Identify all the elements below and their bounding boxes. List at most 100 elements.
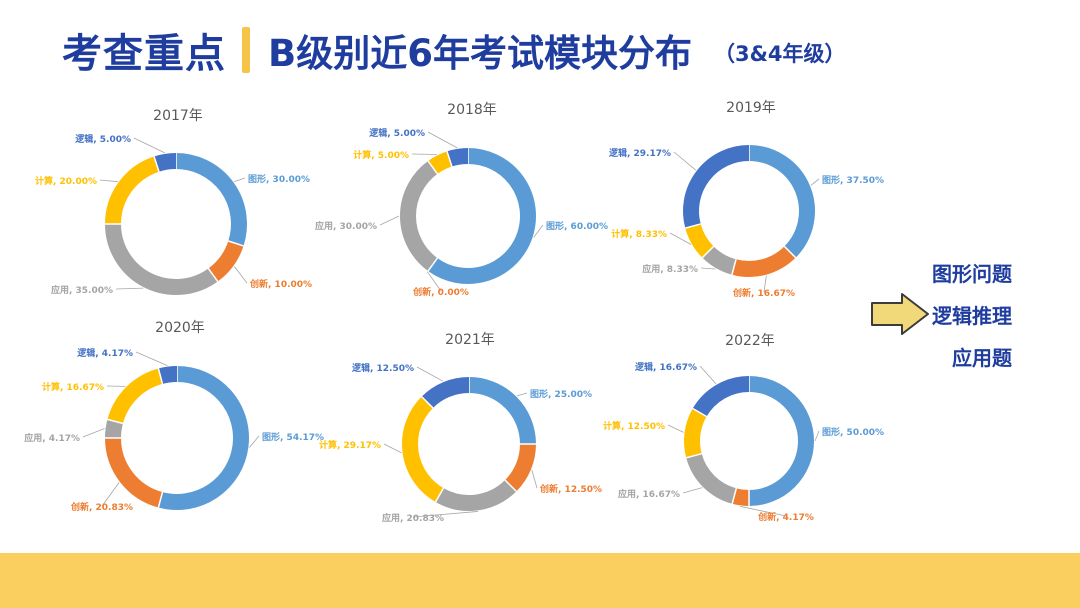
data-label: 应用, 16.67%	[618, 488, 680, 500]
donut-segment	[158, 366, 178, 384]
leader-line	[814, 430, 820, 442]
leader-line	[383, 443, 402, 454]
data-label: 应用, 4.17%	[24, 432, 80, 444]
donut-segment	[154, 153, 177, 172]
data-label: 应用, 35.00%	[51, 284, 113, 296]
segment-separator	[434, 487, 445, 503]
summary-item-logic: 逻辑推理	[932, 304, 1012, 328]
data-label: 逻辑, 16.67%	[634, 361, 697, 373]
donut-segment	[685, 223, 714, 258]
segment-separator	[228, 240, 244, 247]
donut-segment	[175, 153, 247, 246]
donut-segment	[468, 377, 536, 445]
leader-line	[115, 287, 144, 290]
leader-line	[427, 131, 458, 149]
donut-segment	[105, 223, 218, 295]
leader-line	[249, 435, 260, 448]
leader-line	[99, 179, 118, 183]
segment-separator	[207, 268, 219, 282]
right-arrow-icon	[871, 293, 929, 335]
data-label: 计算, 20.00%	[35, 175, 97, 187]
donut-segment	[107, 368, 163, 424]
data-label: 应用, 30.00%	[315, 220, 377, 232]
leader-line	[412, 511, 478, 518]
donut-segment	[208, 240, 244, 282]
data-label: 创新, 20.83%	[70, 501, 133, 513]
summary-item-graphics: 图形问题	[932, 262, 1012, 286]
data-label: 图形, 25.00%	[530, 388, 592, 400]
page-subtitle: B级别近6年考试模块分布	[268, 32, 692, 75]
leader-line	[427, 271, 442, 292]
summary-item-application: 应用题	[952, 346, 1012, 370]
footer-band	[0, 553, 1080, 608]
donut-segment	[428, 151, 453, 175]
donut-segment	[692, 376, 750, 417]
segment-separator	[701, 245, 715, 259]
data-label: 图形, 37.50%	[822, 174, 884, 186]
donut-segment	[702, 246, 737, 275]
leader-line	[379, 215, 400, 226]
donut-segment	[158, 366, 249, 510]
donut-segment	[435, 479, 517, 511]
chart-title: 2019年	[726, 100, 776, 116]
chart-title: 2021年	[445, 332, 495, 348]
leader-line	[673, 151, 697, 171]
leader-line	[810, 178, 820, 186]
data-label: 计算, 5.00%	[353, 149, 409, 161]
donut-segment	[428, 148, 536, 284]
data-label: 计算, 29.17%	[319, 439, 381, 451]
donut-segment	[748, 145, 815, 258]
data-label: 创新, 4.17%	[757, 511, 814, 523]
segment-separator	[731, 488, 738, 504]
segment-separator	[157, 491, 164, 508]
donut-segment	[446, 148, 469, 167]
leader-line	[669, 232, 692, 245]
grade-note: （3&4年级）	[713, 42, 846, 66]
chart-title: 2022年	[725, 333, 775, 349]
data-label: 图形, 30.00%	[248, 173, 310, 185]
data-label: 创新, 0.00%	[412, 286, 469, 298]
data-label: 创新, 10.00%	[249, 278, 312, 290]
donut-segment	[400, 160, 438, 272]
segment-separator	[783, 245, 797, 259]
data-label: 图形, 50.00%	[822, 426, 884, 438]
donut-segment	[683, 145, 750, 229]
leader-line	[411, 153, 437, 155]
donut-segment	[748, 376, 814, 506]
leader-line	[133, 137, 165, 154]
donut-segment	[504, 443, 536, 492]
segment-separator	[731, 259, 737, 275]
donut-segment	[105, 437, 163, 508]
title-divider	[242, 27, 250, 73]
page-title: 考查重点	[62, 31, 226, 77]
leader-line	[234, 177, 246, 183]
data-label: 创新, 16.67%	[732, 287, 795, 299]
segment-separator	[153, 156, 160, 172]
chart-title: 2017年	[153, 108, 203, 124]
data-label: 逻辑, 4.17%	[76, 347, 133, 359]
donut-segment	[105, 156, 160, 225]
leader-line	[699, 365, 717, 385]
leader-line	[740, 506, 787, 517]
data-label: 图形, 54.17%	[262, 431, 324, 443]
leader-line	[233, 266, 248, 284]
donut-segment	[732, 488, 750, 507]
leader-line	[533, 224, 544, 238]
donut-segment	[421, 377, 470, 409]
segment-separator	[446, 151, 453, 167]
leader-line	[531, 469, 538, 489]
data-label: 应用, 20.83%	[382, 512, 444, 524]
donut-segment	[104, 419, 123, 439]
segment-separator	[427, 257, 439, 272]
data-label: 图形, 60.00%	[546, 220, 608, 232]
donut-segment	[684, 408, 707, 458]
data-label: 逻辑, 29.17%	[608, 147, 671, 159]
data-label: 计算, 8.33%	[611, 228, 667, 240]
donut-segment	[402, 396, 444, 503]
donut-segment	[731, 246, 796, 277]
leader-line	[416, 366, 444, 382]
